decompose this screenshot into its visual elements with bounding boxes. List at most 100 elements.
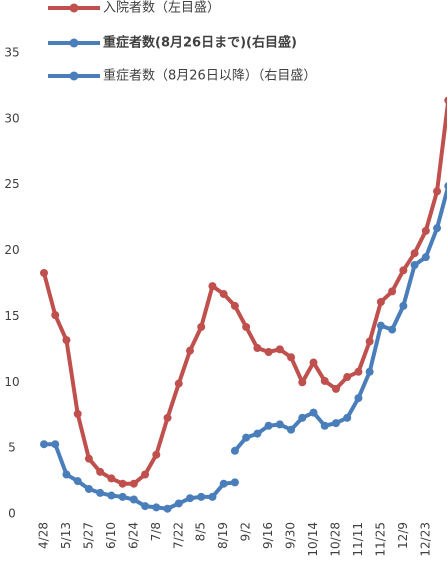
point bbox=[73, 477, 82, 486]
point bbox=[444, 96, 447, 105]
point bbox=[242, 322, 251, 331]
y-tick-label: 25 bbox=[4, 177, 19, 191]
point bbox=[208, 282, 217, 291]
point bbox=[365, 367, 374, 376]
point bbox=[399, 266, 408, 275]
point bbox=[376, 321, 385, 330]
point bbox=[219, 479, 228, 488]
point bbox=[163, 413, 172, 422]
point bbox=[343, 373, 352, 382]
point bbox=[331, 419, 340, 428]
legend-marker bbox=[69, 3, 79, 13]
legend-label: 重症者数（8月26日以降）（右目盛） bbox=[103, 68, 316, 84]
x-tick-label: 4/28 bbox=[37, 522, 51, 549]
x-tick-label: 6/24 bbox=[126, 522, 140, 549]
point bbox=[96, 467, 105, 476]
x-tick-label: 10/28 bbox=[328, 522, 342, 557]
legend-marker bbox=[69, 71, 79, 81]
point bbox=[230, 301, 239, 310]
point bbox=[275, 420, 284, 429]
point bbox=[163, 504, 172, 513]
point bbox=[421, 226, 430, 235]
point bbox=[298, 413, 307, 422]
point bbox=[129, 479, 138, 488]
y-tick-label: 35 bbox=[4, 46, 19, 60]
series-line bbox=[233, 185, 447, 453]
x-tick-label: 7/22 bbox=[171, 522, 185, 549]
point bbox=[141, 470, 150, 479]
point bbox=[433, 224, 442, 233]
point bbox=[365, 337, 374, 346]
point bbox=[309, 408, 318, 417]
point bbox=[40, 440, 48, 449]
point bbox=[185, 494, 194, 503]
point bbox=[354, 394, 363, 403]
x-tick-label: 5/13 bbox=[59, 522, 73, 549]
point bbox=[51, 311, 60, 320]
point bbox=[331, 384, 340, 393]
point bbox=[141, 502, 150, 511]
y-tick-label: 10 bbox=[4, 375, 19, 389]
point bbox=[62, 336, 71, 345]
point bbox=[96, 488, 105, 497]
point bbox=[174, 379, 183, 388]
point bbox=[388, 325, 397, 334]
point bbox=[287, 425, 296, 434]
point bbox=[62, 470, 71, 479]
x-tick-label: 9/30 bbox=[284, 522, 298, 549]
x-tick-label: 7/8 bbox=[149, 522, 163, 541]
legend-label: 入院者数（左目盛） bbox=[103, 1, 220, 16]
y-tick-label: 5 bbox=[8, 441, 16, 455]
point bbox=[73, 409, 82, 418]
point bbox=[264, 347, 273, 356]
series-line bbox=[42, 100, 447, 486]
point bbox=[84, 454, 93, 463]
y-tick-label: 15 bbox=[4, 309, 19, 323]
point bbox=[343, 413, 352, 422]
x-tick-label: 6/10 bbox=[104, 522, 118, 549]
legend-label: 重症者数(8月26日まで)(右目盛) bbox=[103, 35, 297, 51]
point bbox=[152, 450, 161, 459]
point bbox=[309, 358, 318, 367]
point bbox=[230, 446, 239, 455]
point bbox=[433, 187, 442, 196]
point bbox=[230, 478, 239, 487]
y-tick-label: 30 bbox=[4, 111, 19, 125]
x-tick-label: 12/23 bbox=[418, 522, 432, 557]
point bbox=[287, 353, 296, 362]
point bbox=[253, 429, 262, 438]
point bbox=[242, 433, 251, 442]
legend-marker bbox=[69, 38, 79, 48]
point bbox=[421, 253, 430, 262]
point bbox=[107, 491, 116, 500]
point bbox=[185, 346, 194, 355]
point bbox=[40, 268, 48, 277]
x-tick-label: 9/16 bbox=[261, 522, 275, 549]
point bbox=[376, 297, 385, 306]
point bbox=[275, 345, 284, 354]
point bbox=[152, 503, 161, 512]
x-tick-label: 5/27 bbox=[81, 522, 95, 549]
x-tick-label: 11/11 bbox=[351, 522, 365, 557]
point bbox=[320, 421, 329, 430]
point bbox=[107, 474, 116, 483]
x-tick-label: 11/25 bbox=[373, 522, 387, 557]
point bbox=[410, 249, 419, 258]
point bbox=[320, 376, 329, 385]
point bbox=[197, 322, 206, 331]
point bbox=[444, 182, 447, 190]
y-tick-label: 0 bbox=[8, 507, 16, 521]
point bbox=[84, 484, 93, 493]
legend-item: 入院者数（左目盛） bbox=[48, 1, 220, 16]
point bbox=[118, 479, 127, 488]
point bbox=[399, 301, 408, 310]
x-tick-label: 12/9 bbox=[396, 522, 410, 549]
x-tick-label: 9/2 bbox=[239, 522, 253, 541]
point bbox=[51, 440, 60, 449]
legend-item: 重症者数(8月26日まで)(右目盛) bbox=[48, 35, 297, 51]
x-tick-label: 8/5 bbox=[194, 522, 208, 541]
point bbox=[208, 492, 217, 501]
point bbox=[264, 421, 273, 430]
point bbox=[129, 495, 138, 504]
